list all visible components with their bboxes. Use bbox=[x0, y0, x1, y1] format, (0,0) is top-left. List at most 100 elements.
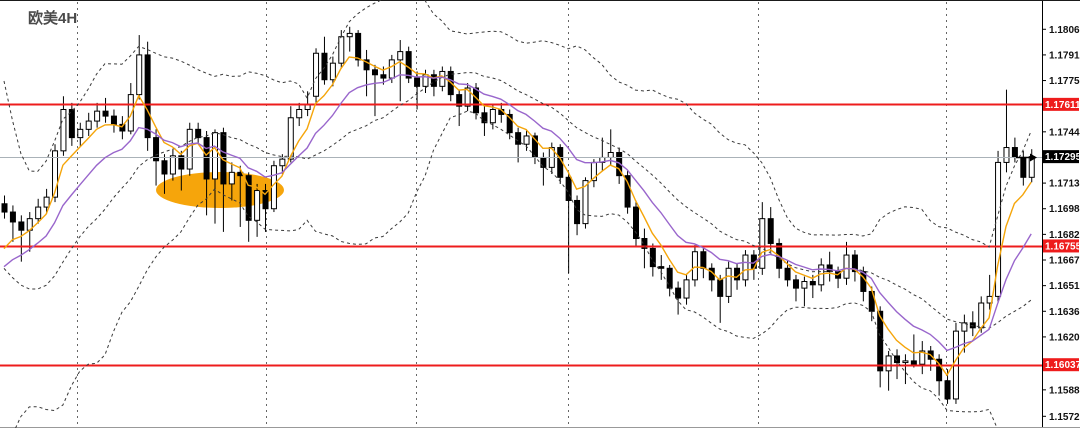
bear-candle-body bbox=[1020, 156, 1027, 178]
bear-candle-body bbox=[641, 238, 648, 249]
price-tick-label: 1.16980 bbox=[1049, 204, 1080, 215]
bear-candle-body bbox=[262, 190, 269, 210]
bull-candle-body bbox=[885, 355, 892, 372]
chart-title: 欧美4H bbox=[28, 9, 77, 27]
bull-candle-body bbox=[978, 302, 985, 329]
price-tick-label: 1.17910 bbox=[1049, 50, 1080, 61]
bull-candle-body bbox=[228, 171, 235, 185]
level-price-label-box bbox=[1043, 97, 1079, 111]
bull-candle-body bbox=[919, 350, 926, 365]
price-tick-label: 1.15885 bbox=[1049, 385, 1080, 396]
bull-candle-body bbox=[85, 120, 92, 130]
bull-candle-body bbox=[489, 108, 496, 124]
bear-candle-body bbox=[565, 176, 572, 201]
bull-candle-body bbox=[902, 360, 909, 364]
bull-candle-body bbox=[52, 150, 59, 198]
bull-candle-body bbox=[43, 196, 50, 208]
bear-candle-body bbox=[784, 267, 791, 281]
bull-candle-body bbox=[582, 180, 589, 225]
bear-candle-body bbox=[506, 113, 513, 134]
bear-candle-body bbox=[574, 199, 581, 225]
bull-candle-body bbox=[961, 322, 968, 332]
price-tick-label: 1.15725 bbox=[1049, 412, 1080, 423]
bear-candle-body bbox=[767, 218, 774, 244]
bear-candle-body bbox=[666, 267, 673, 289]
price-axis-panel[interactable] bbox=[1042, 1, 1080, 427]
bull-candle-body bbox=[1003, 147, 1010, 163]
bear-candle-body bbox=[119, 123, 126, 132]
price-tick-label: 1.16515 bbox=[1049, 281, 1080, 292]
bear-candle-body bbox=[144, 54, 151, 139]
level-price-label-text: 1.17611 bbox=[1045, 100, 1080, 111]
bollinger-lower-band bbox=[15, 110, 998, 428]
fast-ma-line bbox=[3, 56, 1032, 377]
bear-candle-body bbox=[717, 279, 724, 297]
bear-candle-body bbox=[9, 211, 16, 223]
bear-candle-body bbox=[110, 115, 117, 125]
bull-candle-body bbox=[212, 132, 218, 180]
bear-candle-body bbox=[515, 132, 522, 145]
bull-candle-body bbox=[287, 117, 294, 160]
last-price-arrow-icon bbox=[1030, 153, 1037, 162]
bull-candle-body bbox=[801, 281, 808, 289]
bull-candle-body bbox=[464, 87, 471, 107]
bear-candle-body bbox=[910, 360, 917, 365]
bear-candle-body bbox=[178, 155, 185, 170]
bear-candle-body bbox=[18, 221, 25, 231]
bear-candle-body bbox=[68, 108, 75, 139]
bear-candle-body bbox=[1, 203, 8, 213]
bull-candle-body bbox=[329, 62, 336, 81]
levels-layer[interactable] bbox=[0, 103, 1042, 367]
price-tick-label: 1.17135 bbox=[1049, 179, 1080, 190]
bear-candle-body bbox=[363, 59, 370, 71]
bull-candle-body bbox=[397, 51, 404, 61]
bollinger-middle-band bbox=[3, 71, 1032, 329]
bear-candle-body bbox=[380, 74, 387, 79]
current-price-label-text: 1.17295 bbox=[1045, 152, 1080, 163]
bull-candle-body bbox=[523, 135, 530, 145]
level-price-label-text: 1.16755 bbox=[1045, 241, 1080, 252]
bear-candle-body bbox=[481, 112, 488, 124]
bear-candle-body bbox=[321, 52, 328, 81]
bear-candle-body bbox=[734, 267, 741, 281]
bull-candle-body bbox=[136, 54, 143, 96]
bull-candle-body bbox=[169, 155, 176, 175]
bear-candle-body bbox=[414, 77, 421, 87]
bear-candle-body bbox=[969, 322, 976, 329]
price-axis[interactable]: 1.18065 1.17910 1.17755 1.17445 1.17135 1.169… bbox=[1042, 1, 1080, 427]
bull-candle-body bbox=[725, 267, 732, 297]
bear-candle-body bbox=[540, 156, 547, 168]
bear-candle-body bbox=[894, 355, 901, 364]
bull-candle-body bbox=[186, 128, 193, 170]
bear-candle-body bbox=[675, 287, 682, 299]
bull-candle-body bbox=[995, 161, 1002, 297]
candles-layer bbox=[1, 26, 1035, 404]
bull-candle-body bbox=[60, 108, 67, 152]
bull-candle-body bbox=[338, 36, 345, 64]
price-tick-label: 1.16670 bbox=[1049, 256, 1080, 267]
bear-candle-body bbox=[161, 160, 168, 175]
level-price-label-text: 1.16037 bbox=[1045, 360, 1080, 371]
bear-candle-body bbox=[624, 175, 631, 208]
bear-candle-body bbox=[220, 132, 227, 185]
bear-candle-body bbox=[195, 128, 202, 139]
bear-candle-body bbox=[936, 358, 943, 382]
annotation-layer[interactable] bbox=[156, 172, 284, 208]
bear-candle-body bbox=[153, 137, 160, 162]
bear-candle-body bbox=[102, 110, 109, 117]
level-price-label-box bbox=[1043, 239, 1079, 253]
level-price-label-box bbox=[1043, 358, 1079, 372]
bear-candle-body bbox=[700, 251, 707, 269]
price-tick-label: 1.17445 bbox=[1049, 127, 1080, 138]
bear-candle-body bbox=[203, 137, 210, 180]
highlight-ellipse-annotation[interactable] bbox=[156, 172, 284, 208]
current-price-label-box bbox=[1043, 150, 1079, 164]
bull-candle-body bbox=[742, 254, 749, 281]
bull-candle-body bbox=[77, 128, 84, 139]
price-tick-label: 1.16825 bbox=[1049, 230, 1080, 241]
bull-candle-body bbox=[439, 70, 446, 87]
bear-candle-body bbox=[1011, 147, 1018, 158]
